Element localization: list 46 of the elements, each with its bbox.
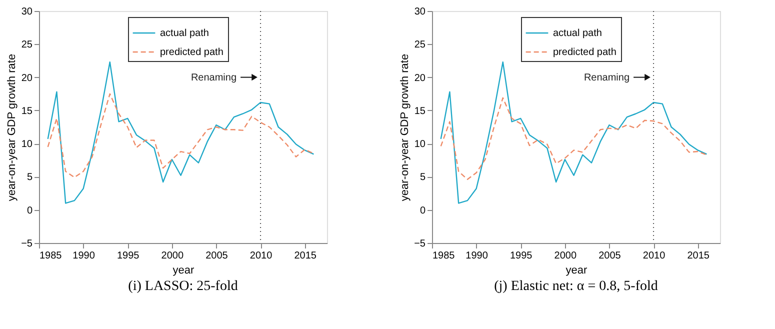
y-tick-label: −5 [21,238,33,250]
legend-label: predicted path [553,47,616,58]
x-tick-label: 2000 [554,250,577,262]
x-tick-label: 2005 [206,250,228,262]
annotation: Renaming [584,72,630,84]
line-series [47,93,314,178]
y-tick-label: 5 [26,172,33,184]
text: (i) LASSO: 25-fold [128,279,238,294]
x-tick-label: 1995 [510,250,533,262]
x-tick-label: 2015 [687,250,710,262]
line-series [440,61,708,204]
legend-label: predicted path [160,47,224,58]
y-tick-label: 25 [414,40,426,51]
y-tick-label: 20 [21,72,33,84]
y-tick-label: 25 [21,40,33,51]
y-tick-label: 0 [26,205,33,216]
x-axis-title: year [566,264,588,276]
annotation: Renaming [190,72,237,84]
y-tick-label: 10 [414,139,426,150]
y-axis-title: year-on-year GDP growth rate [6,54,18,202]
y-tick-label: 30 [414,6,426,18]
x-tick-label: 1985 [432,250,456,262]
line-series [47,61,314,204]
x-tick-label: 2015 [294,250,317,262]
y-tick-label: 0 [420,205,426,216]
x-tick-label: 1985 [40,250,62,262]
legend-label: actual path [160,28,209,39]
legend-label: actual path [553,28,602,39]
y-tick-label: 30 [21,6,33,18]
y-tick-label: 5 [420,172,426,184]
y-tick-label: 15 [21,106,33,117]
x-tick-label: 1990 [466,250,488,262]
x-tick-label: 1990 [72,250,96,262]
y-tick-label: 10 [21,139,33,150]
x-tick-label: 2010 [250,250,273,262]
x-axis-title: year [172,264,195,276]
x-tick-label: 2010 [642,250,666,262]
y-tick-label: −5 [414,238,426,250]
text: (j) Elastic net: α = 0.8, 5-fold [494,279,658,294]
y-tick-label: 15 [414,106,426,117]
x-tick-label: 2000 [161,250,184,262]
y-tick-label: 20 [414,72,426,84]
line-series [440,97,708,180]
y-axis-title: year-on-year GDP growth rate [399,54,412,202]
x-tick-label: 2005 [598,250,622,262]
x-tick-label: 1995 [116,250,140,262]
